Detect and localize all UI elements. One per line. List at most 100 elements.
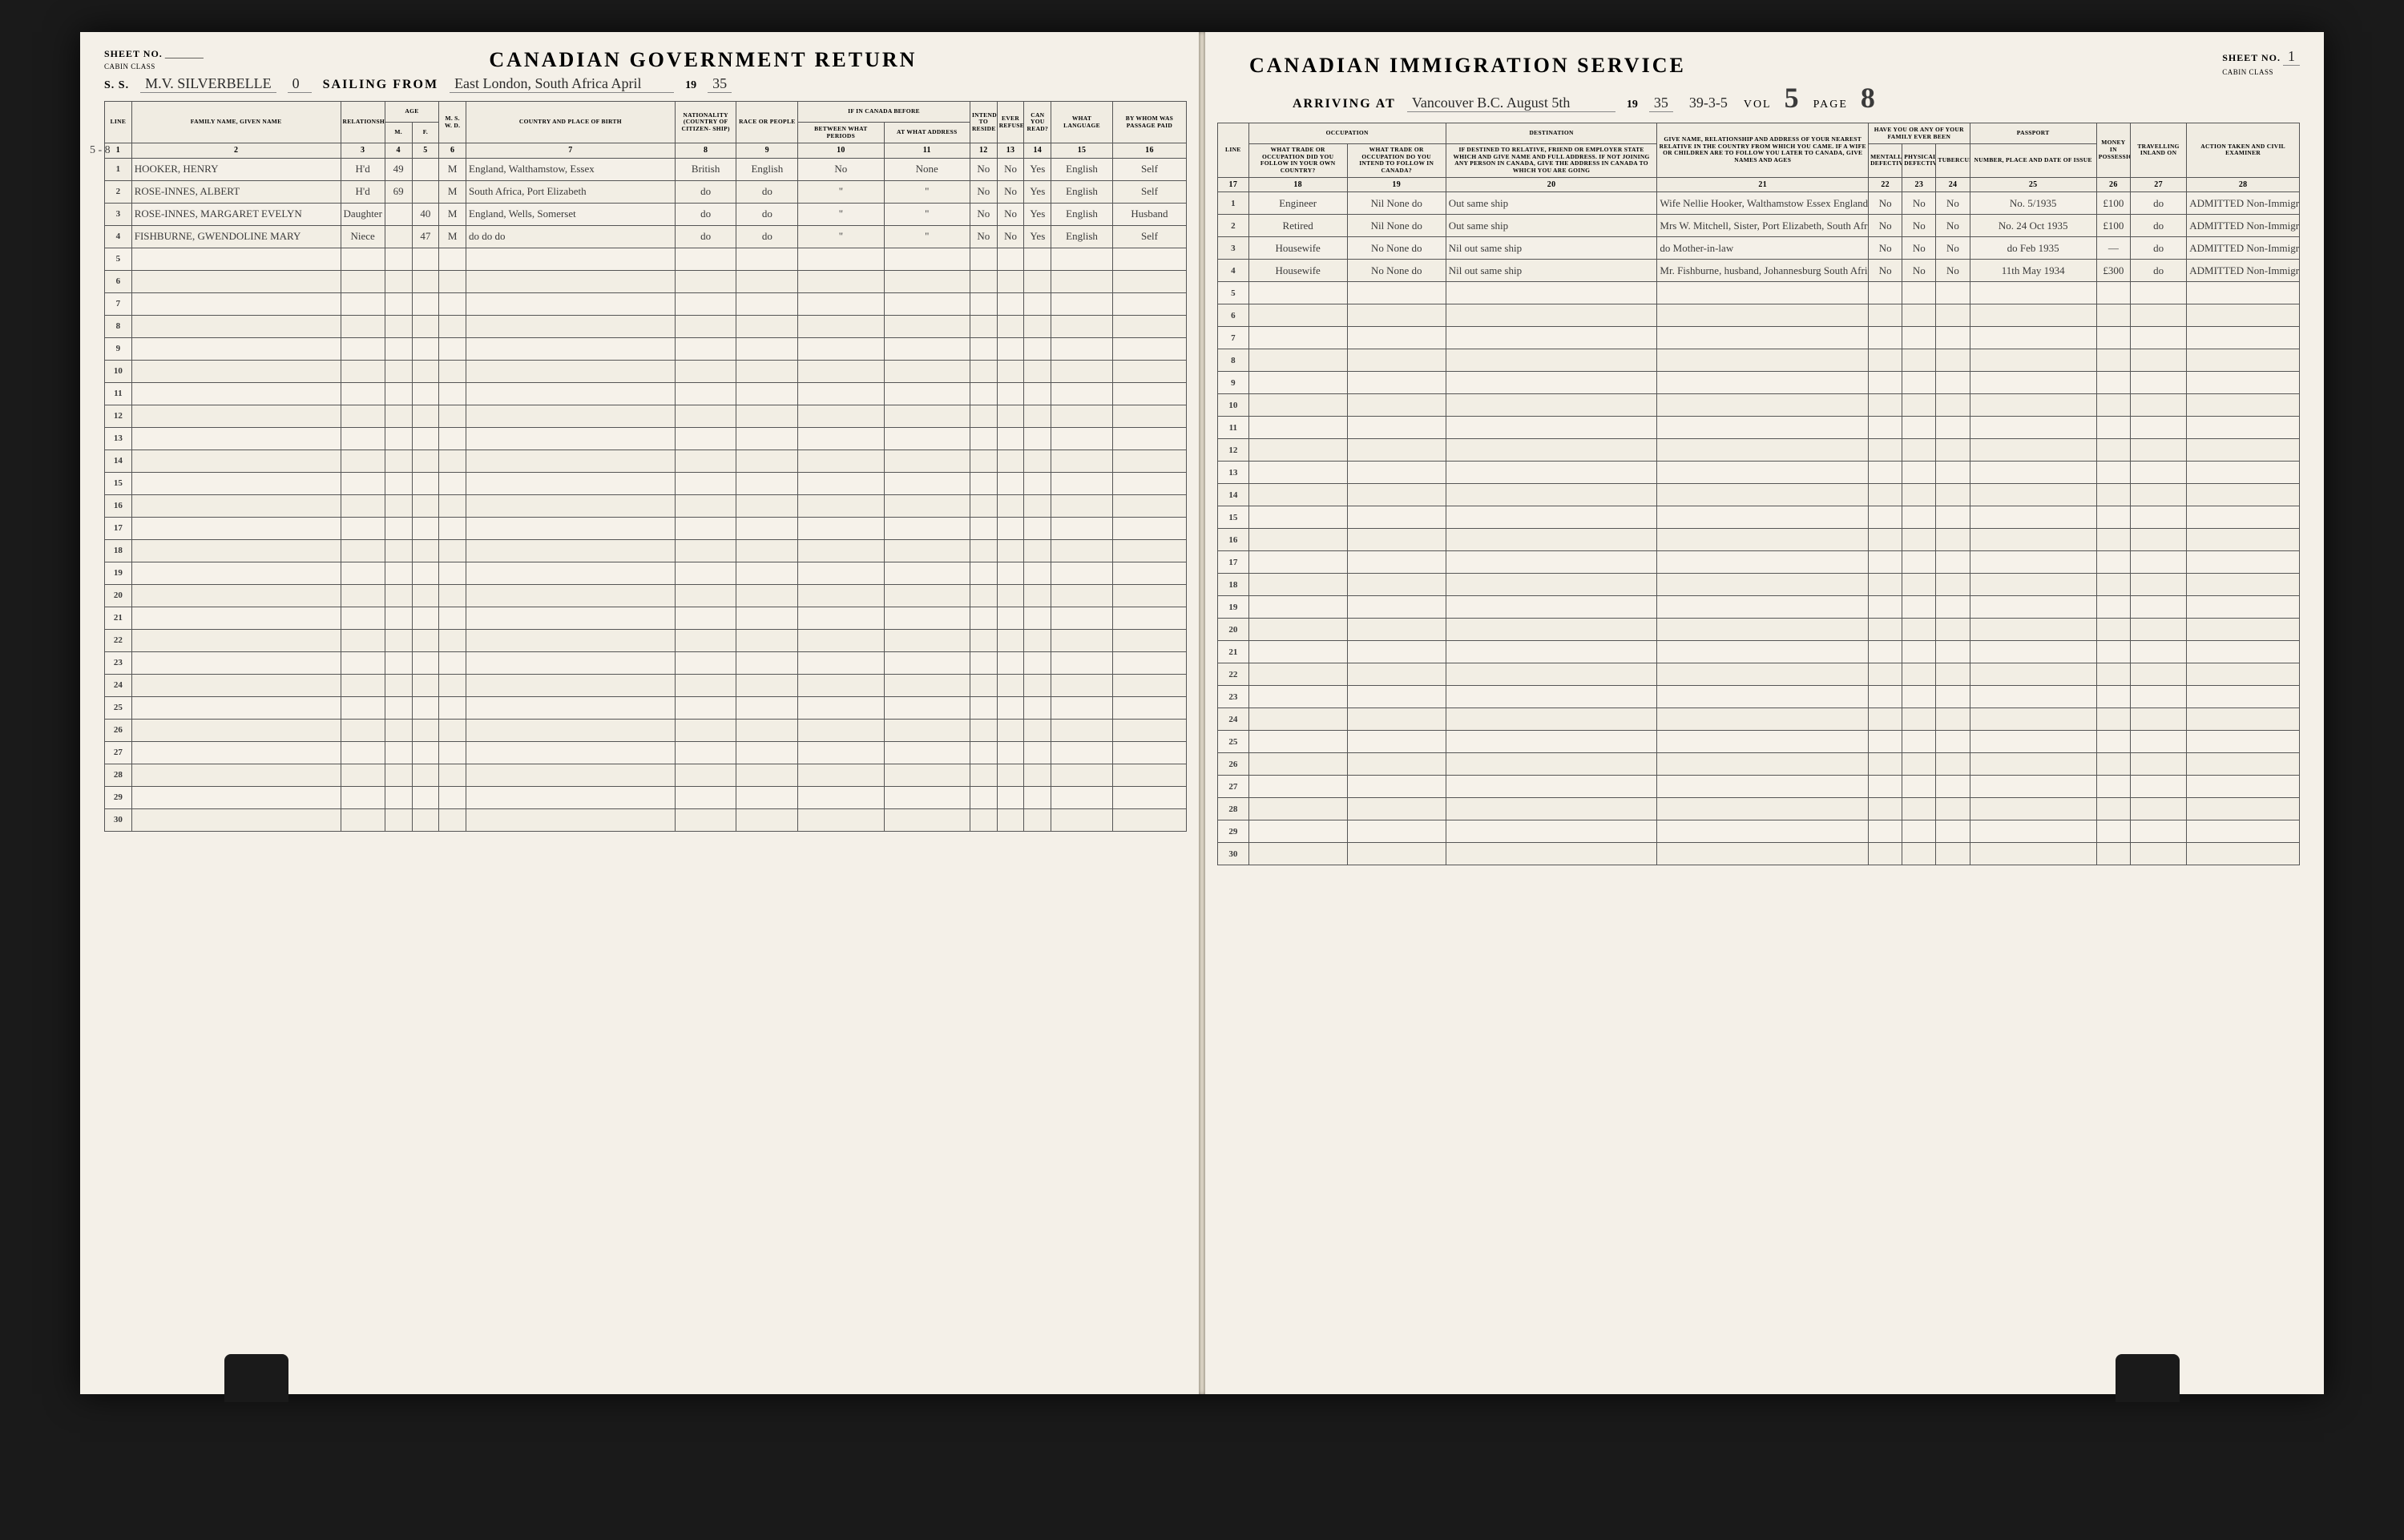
cell: English [1051, 225, 1113, 248]
cell [970, 450, 997, 472]
cell [2187, 641, 2300, 663]
cell: No [1869, 215, 1902, 237]
cell [997, 405, 1024, 427]
cell [131, 405, 341, 427]
cell [131, 562, 341, 584]
table-row: 19 [1218, 596, 2300, 619]
cell [1970, 843, 2096, 865]
cell [1869, 596, 1902, 619]
ref-number: 39-3-5 [1684, 95, 1732, 111]
cell: No None do [1347, 260, 1446, 282]
cell [1657, 596, 1869, 619]
cell [1024, 360, 1051, 382]
cell: ADMITTED Non-Immigrant [2187, 215, 2300, 237]
table-row: 6 [1218, 304, 2300, 327]
cell [1657, 349, 1869, 372]
cell [412, 472, 439, 494]
year-suffix-right: 35 [1649, 95, 1673, 112]
cell: No [1936, 260, 1970, 282]
cell [1446, 417, 1657, 439]
cell [1936, 663, 1970, 686]
row-number: 16 [1218, 529, 1249, 551]
cell [798, 405, 884, 427]
cell [970, 517, 997, 539]
cell [131, 382, 341, 405]
cell [2187, 596, 2300, 619]
cell [1869, 304, 1902, 327]
cell [385, 808, 412, 831]
cell [884, 427, 970, 450]
cell [1248, 820, 1347, 843]
cell [341, 360, 385, 382]
cell: M [439, 225, 466, 248]
h-physical: PHYSICALLY DEFECTIVE [1902, 144, 1936, 178]
cell [1024, 405, 1051, 427]
cell: — [2096, 237, 2130, 260]
cell [1112, 517, 1186, 539]
cell [2130, 596, 2186, 619]
cell [1347, 506, 1446, 529]
cell [1657, 394, 1869, 417]
cell [1446, 731, 1657, 753]
cell: No. 24 Oct 1935 [1970, 215, 2096, 237]
cell [341, 539, 385, 562]
cell [1024, 248, 1051, 270]
cell [1936, 820, 1970, 843]
cell: do [2130, 260, 2186, 282]
cell: do Mother-in-law [1657, 237, 1869, 260]
row-number: 27 [105, 741, 132, 764]
h-read: CAN YOU READ? [1024, 102, 1051, 143]
cell [2130, 708, 2186, 731]
cn: 26 [2096, 177, 2130, 192]
cell [1112, 674, 1186, 696]
cell [1657, 776, 1869, 798]
cell [1936, 596, 1970, 619]
cell [1869, 372, 1902, 394]
cell [970, 292, 997, 315]
cell [970, 494, 997, 517]
cell [675, 786, 736, 808]
cabin-class-left: CABIN CLASS [104, 62, 155, 71]
cell [2130, 731, 2186, 753]
cell [997, 629, 1024, 651]
row-number: 14 [105, 450, 132, 472]
cell [412, 741, 439, 764]
cell [736, 472, 798, 494]
table-row: 21 [1218, 641, 2300, 663]
cell: No [970, 180, 997, 203]
cell: do [675, 180, 736, 203]
row-number: 12 [105, 405, 132, 427]
table-row: 18 [105, 539, 1187, 562]
cell [1248, 327, 1347, 349]
cell [1347, 484, 1446, 506]
cell [439, 450, 466, 472]
table-row: 23 [1218, 686, 2300, 708]
cell [1446, 574, 1657, 596]
cell [1347, 820, 1446, 843]
cell [1657, 843, 1869, 865]
cell [798, 764, 884, 786]
cell [412, 427, 439, 450]
cell [2187, 551, 2300, 574]
row-number: 8 [105, 315, 132, 337]
cell [1112, 741, 1186, 764]
row-number: 8 [1218, 349, 1249, 372]
cell [466, 360, 676, 382]
cell [1248, 372, 1347, 394]
cell [466, 808, 676, 831]
cell [675, 472, 736, 494]
left-thead: LINE FAMILY NAME, GIVEN NAME RELATIONSHI… [105, 102, 1187, 159]
cn: 7 [466, 143, 676, 159]
h-country: COUNTRY AND PLACE OF BIRTH [466, 102, 676, 143]
cell [1446, 327, 1657, 349]
cell [798, 270, 884, 292]
cell [1112, 405, 1186, 427]
cell [1970, 820, 2096, 843]
row-number: 28 [105, 764, 132, 786]
cell [1446, 551, 1657, 574]
cell [1936, 619, 1970, 641]
cell [1657, 820, 1869, 843]
cell [341, 427, 385, 450]
cell [1970, 663, 2096, 686]
cell [1970, 731, 2096, 753]
